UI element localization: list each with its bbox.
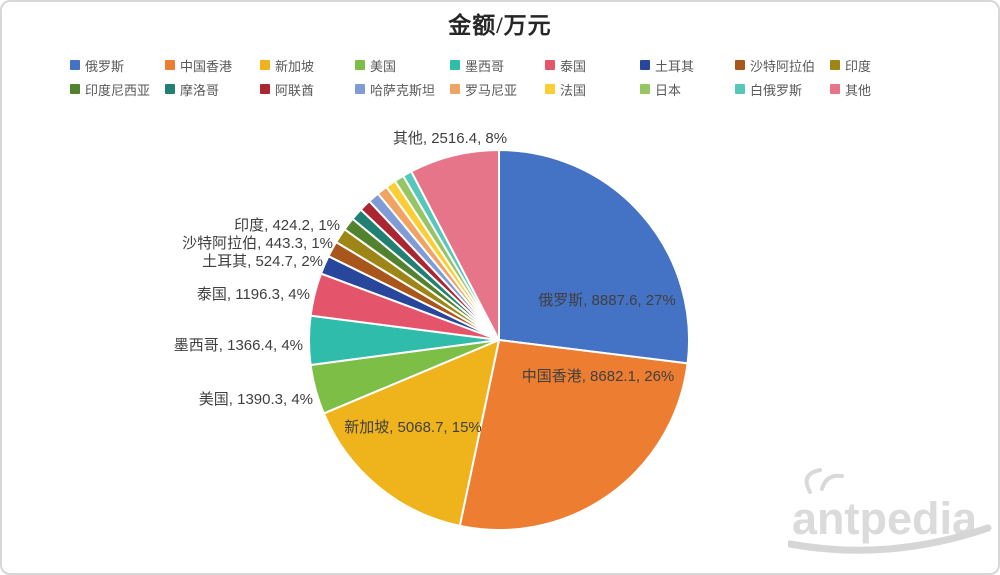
- legend-swatch-icon: [260, 60, 270, 70]
- legend-label: 日本: [655, 82, 682, 98]
- legend-swatch-icon: [830, 84, 840, 94]
- legend-item: 俄罗斯: [70, 56, 165, 75]
- chart-title: 金额/万元: [448, 13, 552, 38]
- pie-data-label: 泰国, 1196.3, 4%: [197, 286, 310, 303]
- pie-data-label: 土耳其, 524.7, 2%: [202, 253, 323, 270]
- legend-label: 沙特阿拉伯: [750, 58, 816, 74]
- legend-swatch-icon: [450, 84, 460, 94]
- legend-swatch-icon: [830, 60, 840, 70]
- pie-data-label: 墨西哥, 1366.4, 4%: [174, 337, 303, 354]
- legend-swatch-icon: [450, 60, 460, 70]
- legend-item: 其他: [830, 80, 925, 99]
- legend-item: 摩洛哥: [165, 80, 260, 99]
- legend-label: 土耳其: [655, 58, 695, 74]
- pie-data-label: 新加坡, 5068.7, 15%: [344, 419, 482, 436]
- pie-data-label: 印度, 424.2, 1%: [234, 217, 340, 234]
- legend-label: 美国: [370, 58, 397, 74]
- legend-swatch-icon: [70, 60, 80, 70]
- legend-item: 沙特阿拉伯: [735, 56, 830, 75]
- pie-data-label: 沙特阿拉伯, 443.3, 1%: [182, 235, 333, 252]
- legend-swatch-icon: [70, 84, 80, 94]
- legend-label: 泰国: [560, 58, 587, 74]
- legend-label: 法国: [560, 82, 587, 98]
- legend-label: 摩洛哥: [180, 82, 220, 98]
- legend-swatch-icon: [545, 84, 555, 94]
- legend-swatch-icon: [260, 84, 270, 94]
- legend-swatch-icon: [735, 84, 745, 94]
- pie-slice-18: [410, 148, 500, 341]
- legend-label: 新加坡: [275, 58, 315, 74]
- pie-data-label: 中国香港, 8682.1, 26%: [522, 368, 675, 385]
- pie-data-label: 美国, 1390.3, 4%: [199, 391, 313, 408]
- legend-label: 罗马尼亚: [465, 82, 518, 98]
- legend-item: 美国: [355, 56, 450, 75]
- legend: 俄罗斯 中国香港 新加坡 美国 墨西哥 泰国 土耳其 沙特阿拉伯 印度印度尼西亚 摩洛哥 阿联酋 哈萨…: [70, 53, 935, 101]
- legend-swatch-icon: [165, 84, 175, 94]
- pie-data-label: 俄罗斯, 8887.6, 27%: [538, 292, 676, 309]
- legend-label: 哈萨克斯坦: [370, 82, 436, 98]
- legend-item: 印度: [830, 56, 925, 75]
- legend-label: 印度: [845, 58, 872, 74]
- legend-item: 白俄罗斯: [735, 80, 830, 99]
- antpedia-watermark-logo: antpedia: [788, 468, 992, 554]
- legend-item: 泰国: [545, 56, 640, 75]
- legend-label: 阿联酋: [275, 82, 315, 98]
- legend-label: 中国香港: [180, 58, 233, 74]
- legend-item: 哈萨克斯坦: [355, 80, 450, 99]
- watermark-antenna-icon: [820, 473, 844, 491]
- legend-item: 日本: [640, 80, 735, 99]
- legend-label: 俄罗斯: [85, 58, 125, 74]
- legend-item: 中国香港: [165, 56, 260, 75]
- watermark-text: antpedia: [792, 493, 978, 544]
- legend-swatch-icon: [165, 60, 175, 70]
- legend-label: 白俄罗斯: [750, 82, 803, 98]
- legend-label: 墨西哥: [465, 58, 505, 74]
- legend-item: 新加坡: [260, 56, 355, 75]
- legend-swatch-icon: [355, 60, 365, 70]
- legend-label: 其他: [845, 82, 872, 98]
- pie-slice-3: [322, 339, 500, 527]
- legend-swatch-icon: [545, 60, 555, 70]
- legend-swatch-icon: [735, 60, 745, 70]
- legend-label: 印度尼西亚: [85, 82, 151, 98]
- legend-swatch-icon: [640, 84, 650, 94]
- pie-slice-2: [458, 339, 689, 531]
- legend-item: 印度尼西亚: [70, 80, 165, 99]
- watermark-antenna-icon: [804, 468, 822, 494]
- legend-item: 土耳其: [640, 56, 735, 75]
- legend-swatch-icon: [640, 60, 650, 70]
- legend-item: 墨西哥: [450, 56, 545, 75]
- legend-item: 罗马尼亚: [450, 80, 545, 99]
- legend-swatch-icon: [355, 84, 365, 94]
- legend-item: 阿联酋: [260, 80, 355, 99]
- legend-item: 法国: [545, 80, 640, 99]
- watermark-swoosh-icon: [788, 524, 992, 554]
- pie-data-label: 其他, 2516.4, 8%: [393, 130, 507, 147]
- pie-slice-1: [498, 149, 691, 365]
